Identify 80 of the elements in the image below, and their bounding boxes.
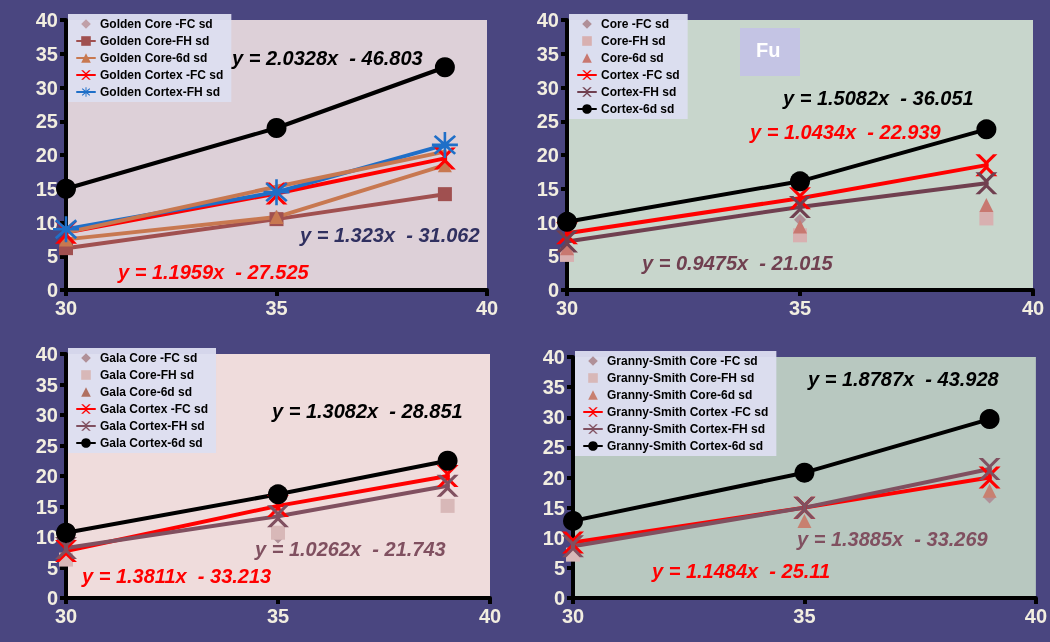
y-tick-label: 15 [536, 177, 559, 200]
legend-label: Core -FC sd [601, 17, 670, 31]
y-tick-label: 40 [536, 9, 559, 31]
y-tick-label: 20 [35, 465, 58, 487]
annotation: y = 1.0262x - 21.743 [254, 538, 446, 560]
annotation: y = 1.3885x - 33.269 [796, 528, 989, 550]
y-tick-label: 15 [35, 495, 58, 518]
y-tick-label: 30 [35, 404, 58, 426]
annotation: Fu [756, 39, 781, 61]
annotation: y = 1.323x - 31.062 [299, 224, 480, 246]
legend-label: Cortex -FC sd [601, 68, 680, 82]
legend-label: Gala Core -FC sd [100, 351, 198, 365]
y-tick-label: 5 [46, 245, 58, 268]
legend-label: Granny-Smith Core-6d sd [607, 388, 753, 402]
y-tick-label: 5 [46, 556, 58, 579]
legend-label: Granny-Smith Cortex-FH sd [607, 422, 766, 436]
y-tick-label: 0 [46, 587, 58, 609]
y-tick-label: 25 [542, 436, 565, 459]
legend-label: Golden Core-FH sd [100, 34, 210, 48]
legend-label: Gala Cortex -FC sd [100, 402, 209, 416]
legend-label: Granny-Smith Cortex -FC sd [607, 405, 769, 419]
legend-label: Golden Cortex -FC sd [100, 68, 224, 82]
y-tick-label: 40 [35, 9, 58, 31]
y-tick-label: 10 [35, 211, 58, 234]
y-tick-label: 15 [542, 496, 565, 519]
legend-label: Cortex-6d sd [601, 102, 675, 116]
annotation: y = 1.8787x - 43.928 [807, 368, 1000, 390]
y-tick-label: 0 [553, 587, 565, 609]
y-tick-label: 35 [35, 373, 58, 396]
x-tick-label: 35 [788, 297, 812, 319]
y-tick-label: 10 [536, 211, 559, 234]
x-tick-label: 35 [265, 297, 288, 319]
annotation: y = 2.0328x - 46.803 [231, 47, 423, 69]
y-tick-label: 40 [35, 343, 58, 365]
y-tick-label: 30 [35, 76, 58, 99]
legend-label: Cortex-FH sd [601, 85, 677, 99]
x-tick-label: 40 [1024, 605, 1047, 627]
x-tick-label: 35 [793, 605, 816, 627]
legend-label: Gala Cortex-6d sd [100, 436, 203, 450]
legend-label: Granny-Smith Core-FH sd [607, 371, 755, 385]
y-tick-label: 35 [536, 42, 559, 65]
y-tick-label: 0 [547, 279, 559, 301]
y-tick-label: 10 [542, 526, 565, 549]
legend-label: Granny-Smith Cortex-6d sd [607, 439, 764, 453]
x-tick-label: 40 [475, 297, 499, 319]
y-tick-label: 40 [542, 346, 565, 368]
x-tick-label: 40 [1021, 297, 1045, 319]
legend-label: Golden Cortex-FH sd [100, 85, 221, 99]
y-tick-label: 30 [536, 76, 559, 99]
legend-label: Core-6d sd [601, 51, 664, 65]
y-tick-label: 0 [46, 279, 58, 301]
legend-label: Golden Core-6d sd [100, 51, 208, 65]
y-tick-label: 5 [547, 245, 559, 268]
legend-label: Core-FH sd [601, 34, 666, 48]
y-tick-label: 25 [35, 434, 58, 457]
legend-label: Gala Core-FH sd [100, 368, 195, 382]
y-tick-label: 20 [536, 144, 559, 166]
y-tick-label: 10 [35, 526, 58, 548]
y-tick-label: 15 [35, 177, 58, 200]
y-tick-label: 20 [542, 466, 565, 489]
annotation: y = 1.1484x - 25.11 [651, 560, 831, 582]
annotation: y = 1.5082x - 36.051 [782, 87, 974, 109]
legend-label: Gala Cortex-FH sd [100, 419, 205, 433]
x-tick-label: 40 [478, 605, 502, 627]
y-tick-label: 5 [553, 556, 565, 579]
annotation: y = 1.3811x - 33.213 [81, 565, 272, 587]
y-tick-label: 25 [35, 110, 58, 133]
legend-label: Gala Core-6d sd [100, 385, 193, 399]
annotation: y = 0.9475x - 21.015 [641, 252, 834, 274]
y-tick-label: 20 [35, 144, 58, 166]
y-tick-label: 35 [35, 42, 58, 65]
annotation: y = 1.1959x - 27.525 [117, 261, 310, 283]
y-tick-label: 25 [536, 110, 559, 133]
annotation: y = 1.0434x - 22.939 [749, 121, 942, 143]
y-tick-label: 35 [542, 376, 565, 399]
legend-label: Golden Core -FC sd [100, 17, 213, 31]
legend-label: Granny-Smith Core -FC sd [607, 354, 758, 368]
annotation: y = 1.3082x - 28.851 [271, 400, 463, 422]
y-tick-label: 30 [542, 406, 565, 429]
x-tick-label: 35 [266, 605, 290, 627]
